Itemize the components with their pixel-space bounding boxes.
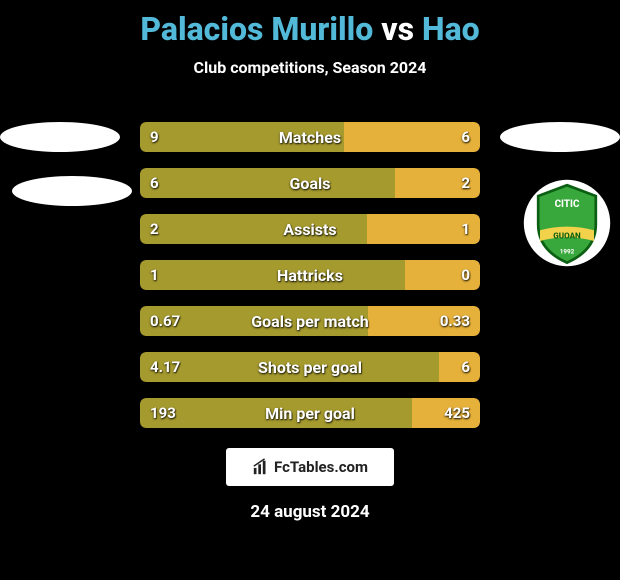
footer-date: 24 august 2024 bbox=[0, 502, 620, 522]
right-placeholder-avatar bbox=[500, 122, 620, 152]
brand-badge: FcTables.com bbox=[226, 448, 394, 486]
svg-text:CITIC: CITIC bbox=[555, 199, 580, 210]
title-player-left: Palacios Murillo bbox=[140, 10, 373, 48]
stat-row: Goals62 bbox=[140, 168, 480, 198]
bar-segment-right bbox=[344, 122, 480, 152]
bar-segment-left bbox=[140, 260, 405, 290]
stat-row: Min per goal193425 bbox=[140, 398, 480, 428]
chart-icon bbox=[252, 458, 270, 476]
bar-segment-left bbox=[140, 214, 367, 244]
bar-segment-right bbox=[395, 168, 480, 198]
bar-segment-right bbox=[439, 352, 480, 382]
bar-segment-left bbox=[140, 398, 412, 428]
stat-row: Matches96 bbox=[140, 122, 480, 152]
svg-text:1992: 1992 bbox=[560, 248, 575, 256]
stat-row: Goals per match0.670.33 bbox=[140, 306, 480, 336]
left-placeholder-ellipse bbox=[12, 176, 132, 206]
club-logo-right: CITIC GUOAN 1992 bbox=[522, 178, 612, 268]
left-placeholder-ellipse bbox=[0, 122, 120, 152]
svg-text:GUOAN: GUOAN bbox=[553, 230, 581, 240]
bar-segment-left bbox=[140, 306, 368, 336]
comparison-subtitle: Club competitions, Season 2024 bbox=[0, 58, 620, 77]
stat-row: Assists21 bbox=[140, 214, 480, 244]
shield-icon: CITIC GUOAN 1992 bbox=[522, 178, 612, 268]
brand-text: FcTables.com bbox=[274, 458, 368, 476]
stat-row: Hattricks10 bbox=[140, 260, 480, 290]
bar-segment-left bbox=[140, 122, 344, 152]
bar-segment-left bbox=[140, 168, 395, 198]
title-vs: vs bbox=[373, 10, 422, 48]
bar-segment-left bbox=[140, 352, 439, 382]
bar-segment-right bbox=[367, 214, 480, 244]
bar-segment-right bbox=[405, 260, 480, 290]
bar-segment-right bbox=[412, 398, 480, 428]
bar-segment-right bbox=[368, 306, 480, 336]
title-player-right: Hao bbox=[422, 10, 480, 48]
comparison-title: Palacios Murillo vs Hao bbox=[0, 0, 620, 48]
stat-row: Shots per goal4.176 bbox=[140, 352, 480, 382]
stats-bars: Matches96 Goals62 Assists21 Hattricks10 Goal… bbox=[140, 122, 480, 444]
